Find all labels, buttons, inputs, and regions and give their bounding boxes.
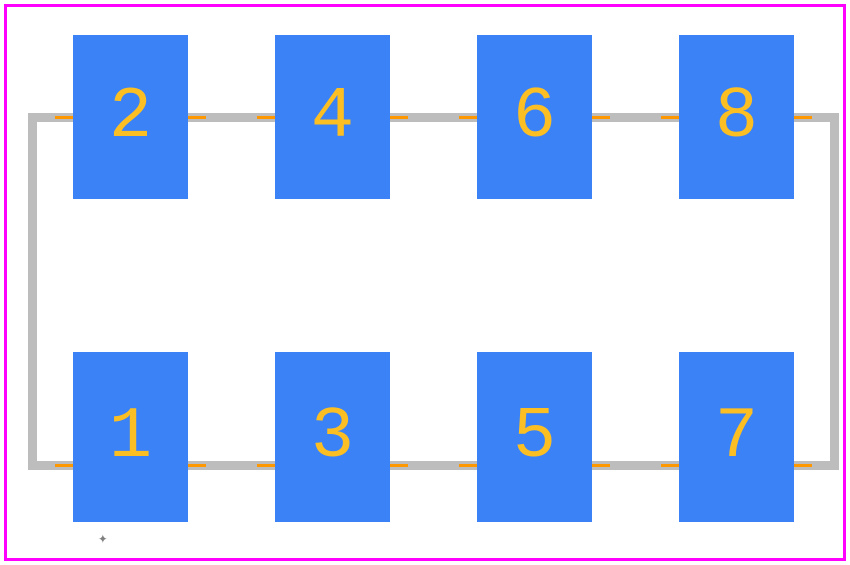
lead [188, 464, 206, 467]
lead [794, 116, 812, 119]
pad-7: 7 [679, 352, 794, 522]
lead [55, 116, 73, 119]
pad-label: 4 [311, 76, 354, 158]
lead [661, 464, 679, 467]
pad-5: 5 [477, 352, 592, 522]
lead [390, 116, 408, 119]
pad-1: 1 [73, 352, 188, 522]
lead [794, 464, 812, 467]
pad-label: 5 [513, 396, 556, 478]
pad-6: 6 [477, 35, 592, 199]
pad-2: 2 [73, 35, 188, 199]
lead [592, 116, 610, 119]
marker-glyph: ✦ [98, 530, 108, 548]
pad-label: 2 [109, 76, 152, 158]
lead [257, 116, 275, 119]
pad-label: 1 [109, 396, 152, 478]
pad-label: 7 [715, 396, 758, 478]
lead [257, 464, 275, 467]
lead [390, 464, 408, 467]
pad-label: 3 [311, 396, 354, 478]
pad-label: 8 [715, 76, 758, 158]
trace-right [830, 113, 839, 470]
pad-8: 8 [679, 35, 794, 199]
lead [592, 464, 610, 467]
lead [188, 116, 206, 119]
pad-4: 4 [275, 35, 390, 199]
origin-marker-icon: ✦ [98, 528, 108, 548]
trace-left [28, 113, 37, 470]
pad-label: 6 [513, 76, 556, 158]
lead [661, 116, 679, 119]
lead [459, 464, 477, 467]
pad-3: 3 [275, 352, 390, 522]
lead [459, 116, 477, 119]
lead [55, 464, 73, 467]
